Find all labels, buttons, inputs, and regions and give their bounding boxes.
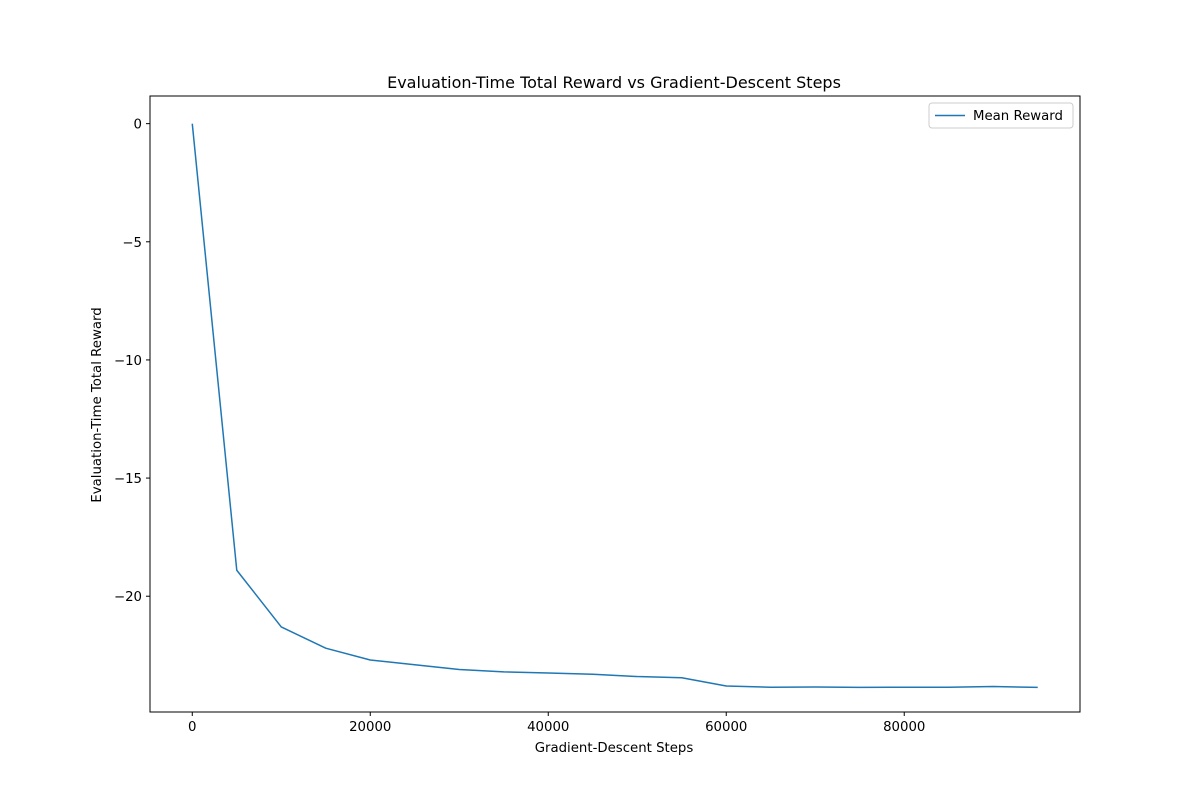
chart-title: Evaluation-Time Total Reward vs Gradient… [387, 73, 841, 92]
y-tick-label: −5 [122, 236, 142, 251]
y-axis-ticks: 0 −5 −10 −15 −20 [114, 118, 150, 605]
plot-frame [149, 95, 1081, 713]
x-tick-label: 20000 [349, 720, 391, 735]
legend-box [928, 102, 1074, 129]
x-axis-ticks: 0 20000 40000 60000 80000 [188, 712, 925, 735]
y-tick-label: −10 [114, 354, 142, 369]
plot-area: 0 20000 40000 60000 80000 0 −5 −10 −15 −20 [114, 95, 1081, 735]
y-tick-label: 0 [134, 118, 142, 133]
x-tick-label: 40000 [527, 720, 569, 735]
x-tick-label: 0 [188, 720, 196, 735]
y-axis-label: Evaluation-Time Total Reward [90, 307, 105, 502]
series-line-mean-reward [191, 123, 1038, 689]
x-axis-label: Gradient-Descent Steps [535, 741, 694, 756]
y-tick-label: −20 [114, 590, 142, 605]
x-tick-label: 80000 [883, 720, 925, 735]
x-tick-label: 60000 [705, 720, 747, 735]
legend: Mean Reward [928, 102, 1074, 129]
y-tick-label: −15 [114, 472, 142, 487]
series-layer [191, 123, 1038, 689]
legend-label: Mean Reward [973, 109, 1063, 124]
